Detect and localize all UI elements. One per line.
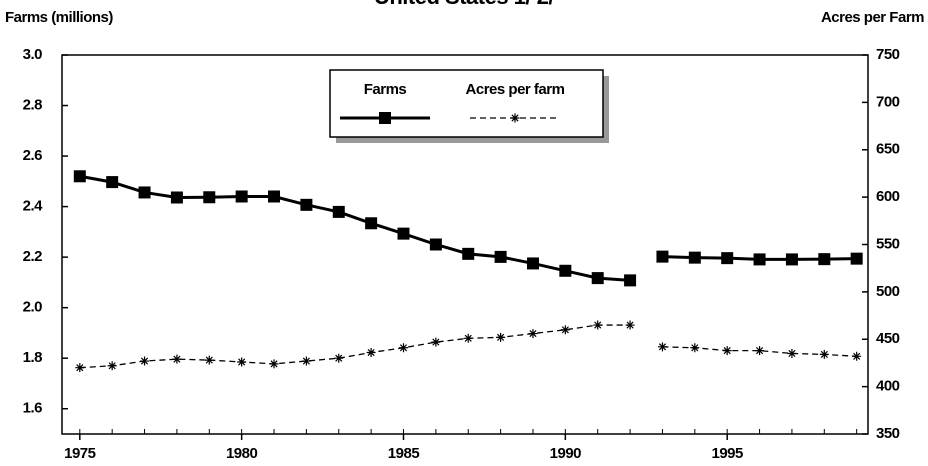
data-point	[463, 333, 473, 343]
data-point	[494, 250, 507, 263]
data-point	[107, 361, 117, 371]
data-point	[852, 351, 862, 361]
data-point	[300, 198, 313, 211]
data-point	[334, 353, 344, 363]
y-tick-label: 1.6	[23, 400, 43, 417]
y-tick-label: 2.0	[23, 299, 43, 316]
x-tick-label: 1995	[712, 445, 744, 462]
y2-tick-label: 650	[876, 141, 900, 158]
data-point	[593, 320, 603, 330]
y2-tick-label: 350	[876, 425, 900, 442]
data-point	[269, 359, 279, 369]
legend-marker	[510, 113, 520, 123]
data-point	[73, 170, 86, 183]
data-point	[591, 272, 604, 285]
data-point	[429, 238, 442, 251]
data-point	[559, 264, 572, 277]
data-point	[818, 253, 831, 266]
data-point	[170, 191, 183, 204]
data-point	[366, 348, 376, 358]
series-line	[79, 324, 857, 369]
y2-axis-label: Acres per Farm	[821, 9, 924, 26]
y2-tick-label: 550	[876, 235, 900, 252]
data-point	[172, 354, 182, 364]
data-point	[235, 190, 248, 203]
y-tick-label: 2.8	[23, 97, 43, 114]
data-point	[755, 346, 765, 356]
data-point	[462, 247, 475, 260]
y2-tick-label: 400	[876, 378, 900, 395]
data-point	[688, 251, 701, 264]
y2-tick-label: 600	[876, 188, 900, 205]
y-tick-label: 2.6	[23, 147, 43, 164]
data-point	[753, 253, 766, 266]
y2-tick-label: 750	[876, 46, 900, 63]
data-point	[365, 217, 378, 230]
legend-label: Farms	[364, 81, 407, 98]
x-tick-label: 1985	[388, 445, 420, 462]
legend-marker	[379, 112, 391, 124]
y-tick-label: 1.8	[23, 349, 43, 366]
data-point	[787, 348, 797, 358]
y-tick-label: 2.4	[23, 198, 44, 215]
data-point	[106, 176, 119, 189]
data-point	[75, 363, 85, 373]
data-point	[624, 274, 637, 287]
data-point	[657, 342, 667, 352]
data-point	[528, 329, 538, 339]
data-point	[722, 346, 732, 356]
data-point	[819, 349, 829, 359]
x-tick-label: 1980	[226, 445, 258, 462]
data-point	[850, 252, 863, 265]
data-point	[203, 191, 216, 204]
data-point	[268, 190, 281, 203]
data-point	[690, 343, 700, 353]
data-point	[398, 343, 408, 353]
data-point	[140, 356, 150, 366]
data-point	[301, 356, 311, 366]
y-axis-label: Farms (millions)	[5, 9, 113, 26]
legend-label: Acres per farm	[466, 81, 565, 98]
x-tick-label: 1975	[64, 445, 96, 462]
y-tick-label: 3.0	[23, 46, 43, 63]
data-point	[785, 253, 798, 266]
data-point	[526, 257, 539, 270]
data-point	[138, 186, 151, 199]
series-line	[79, 174, 857, 282]
data-point	[656, 250, 669, 263]
data-point	[496, 332, 506, 342]
y-tick-label: 2.2	[23, 248, 43, 265]
data-point	[560, 325, 570, 335]
data-point	[625, 320, 635, 330]
y2-tick-label: 500	[876, 283, 900, 300]
data-point	[237, 357, 247, 367]
y2-tick-label: 450	[876, 330, 900, 347]
legend-box	[329, 69, 604, 138]
y2-tick-label: 700	[876, 93, 900, 110]
x-tick-label: 1990	[550, 445, 582, 462]
data-point	[721, 252, 734, 265]
data-point	[431, 337, 441, 347]
chart-title: United States 1/ 2/	[374, 0, 554, 9]
data-point	[204, 355, 214, 365]
data-point	[397, 227, 410, 240]
data-point	[332, 205, 345, 218]
